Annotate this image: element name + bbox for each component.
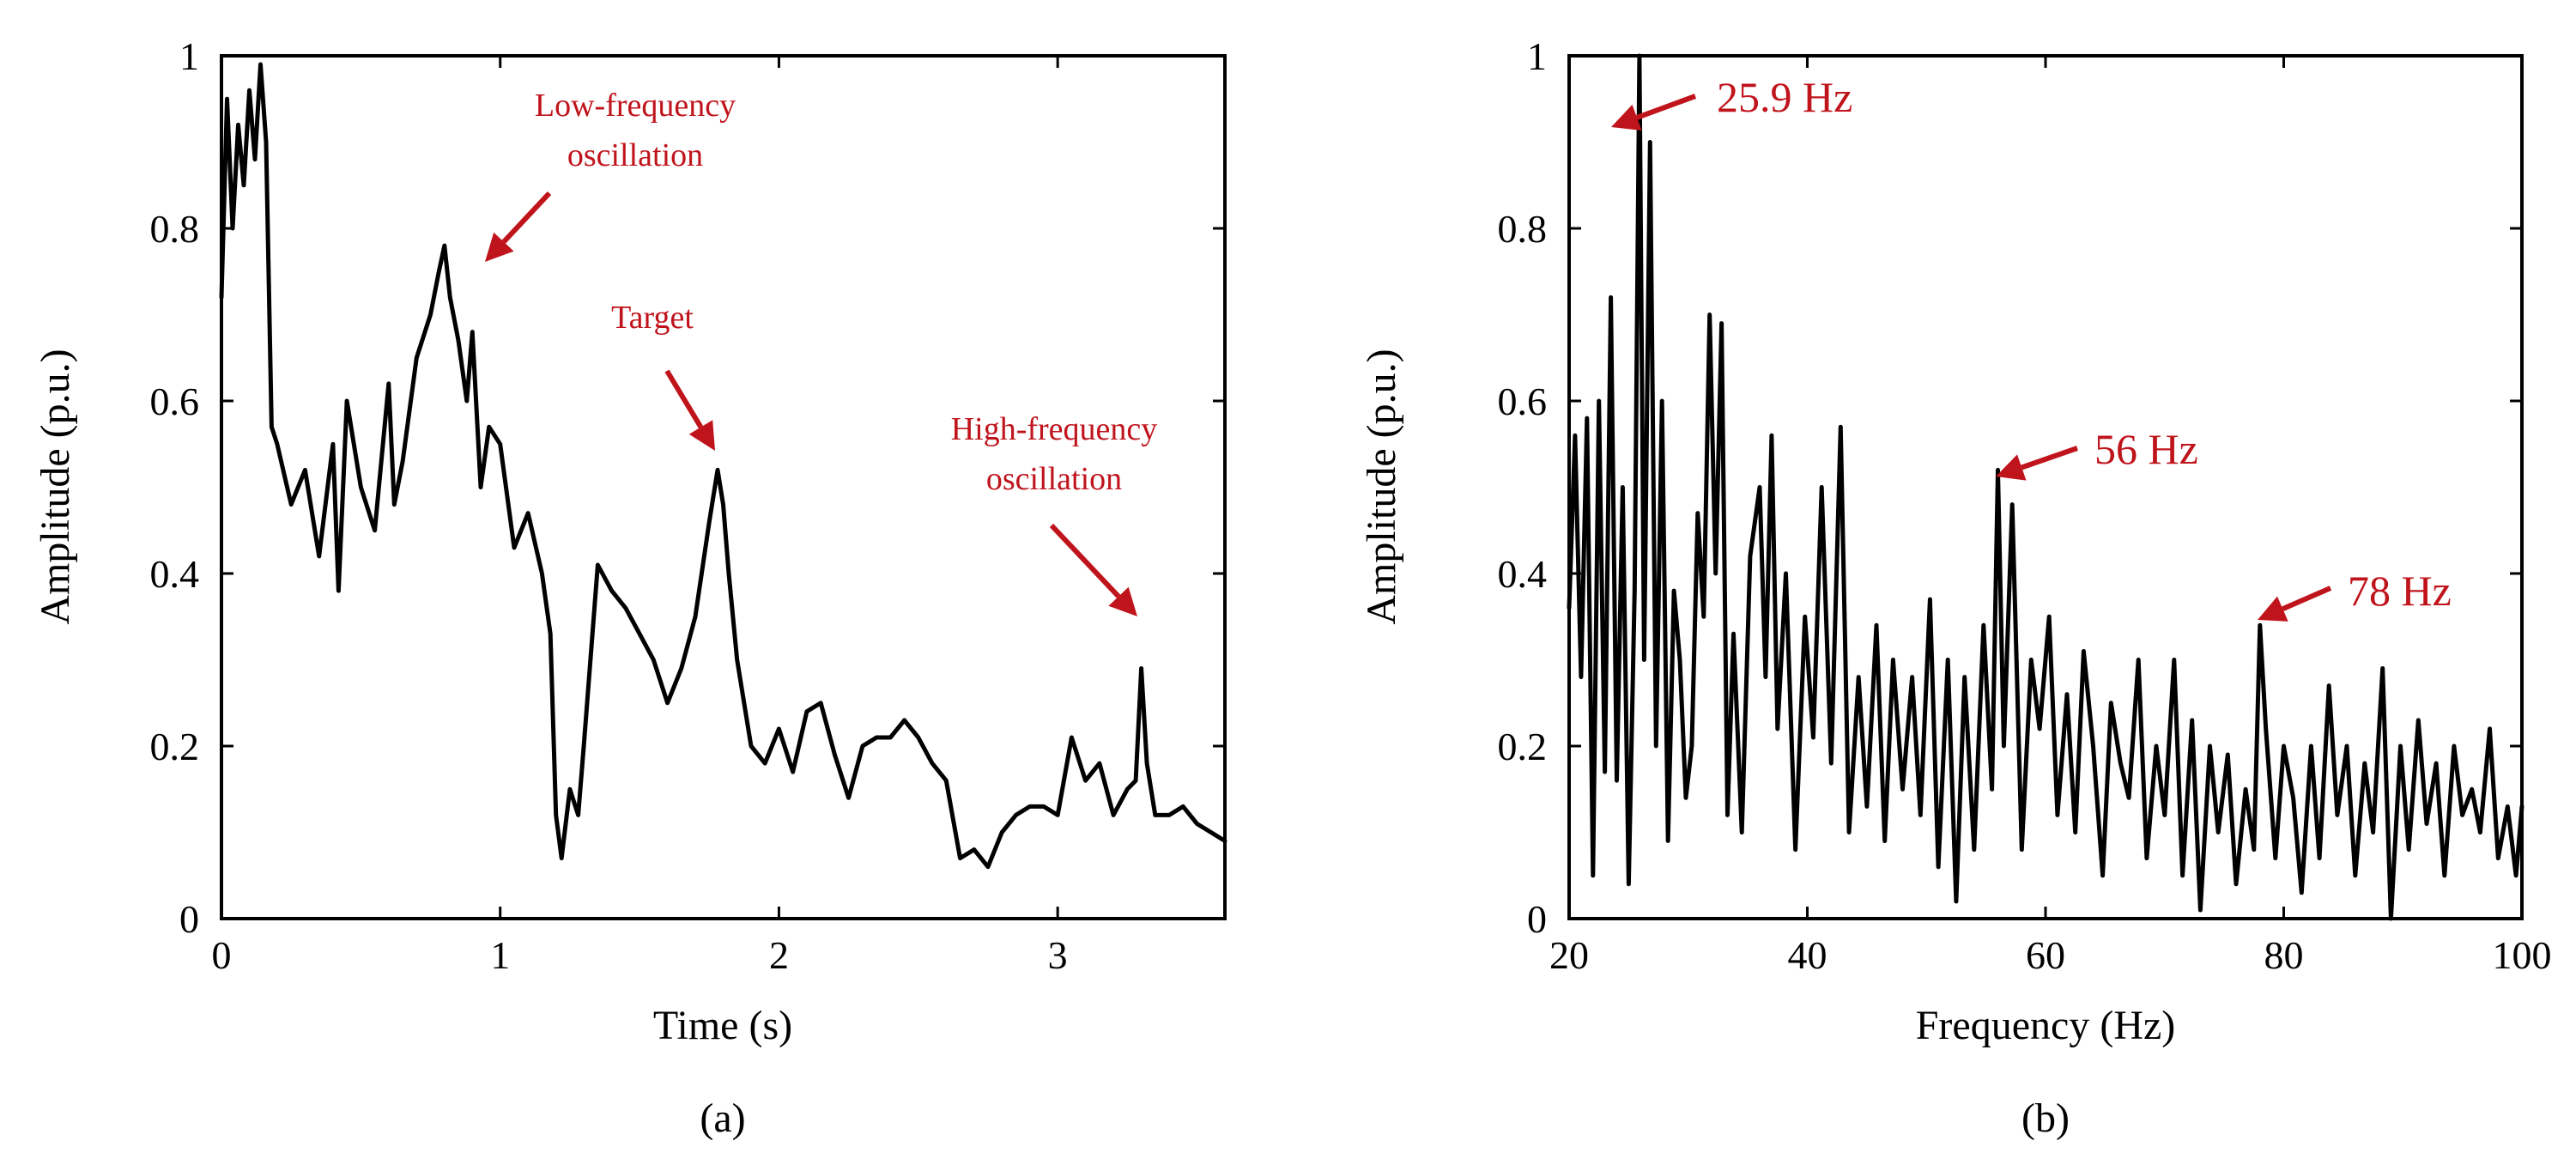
annotation-label-line2: oscillation [567,137,703,173]
panel-b: 20 40 60 80 100 0 0.2 0.4 0.6 0.8 1 25.9 Hz 56 Hz 78… [1359,34,2552,1141]
tick-labels-b: 20 40 60 80 100 0 0.2 0.4 0.6 0.8 1 [1498,34,2552,977]
y-tick-label: 0.8 [1498,207,1548,251]
annotation-arrow-head [485,232,514,262]
x-tick-label: 60 [2026,933,2065,977]
panel-label-b: (b) [2021,1095,2070,1141]
annotation-arrow-head [1996,454,2027,481]
annotation-arrow-shaft [2282,586,2332,611]
annotation-label: Target [611,300,694,336]
x-axis-title-b: Frequency (Hz) [1916,1003,2176,1048]
y-axis-title-a: Amplitude (p.u.) [33,349,78,624]
annotations-b: 25.9 Hz 56 Hz 78 Hz [1611,73,2452,622]
x-tick-label: 100 [2493,933,2552,977]
y-tick-label: 0 [179,897,199,941]
y-tick-label: 0.2 [150,725,200,768]
annotation-arrow-head [1108,586,1137,616]
annotation-label: Low-frequency [535,88,736,124]
annotation-label-line2: oscillation [986,461,1122,497]
annotation-arrow-shaft [2021,446,2078,470]
y-tick-label: 0.6 [150,379,200,423]
x-tick-label: 1 [490,933,510,977]
x-tick-label: 40 [1788,933,1827,977]
annotation-arrow-head [1611,104,1642,130]
y-tick-label: 0.4 [1498,552,1548,596]
x-tick-label: 80 [2264,933,2304,977]
series-line-b [1567,53,2524,921]
annotation-arrow-shaft [1049,523,1121,598]
x-tick-label: 3 [1048,933,1068,977]
x-axis-title-a: Time (s) [653,1003,792,1048]
y-tick-label: 1 [179,34,199,78]
annotation-arrow-shaft [1636,94,1697,120]
panel-a: 0 1 2 3 0 0.2 0.4 0.6 0.8 1 Low-frequency oscillat… [33,34,1227,1141]
y-tick-label: 1 [1527,34,1547,78]
annotation-label: High-frequency [951,411,1158,447]
x-tick-label: 0 [212,933,232,977]
series-line-a [219,62,1227,870]
y-tick-label: 0.2 [1498,725,1548,768]
y-tick-label: 0 [1527,897,1547,941]
y-tick-label: 0.8 [150,207,200,251]
panel-label-a: (a) [700,1095,745,1141]
y-tick-label: 0.4 [150,552,200,596]
x-tick-label: 20 [1549,933,1589,977]
plot-frame-a [220,54,1227,920]
annotation-label: 78 Hz [2348,567,2452,615]
annotations-a: Low-frequency oscillation Target High-frequ… [485,88,1157,616]
annotation-label: 25.9 Hz [1717,73,1852,121]
x-tick-label: 2 [769,933,789,977]
annotation-arrow-shaft [664,369,704,429]
annotation-arrow-shaft [501,191,552,244]
tick-labels-a: 0 1 2 3 0 0.2 0.4 0.6 0.8 1 [150,34,1068,977]
y-axis-title-b: Amplitude (p.u.) [1359,349,1404,624]
y-tick-label: 0.6 [1498,379,1548,423]
annotation-arrow-head [2258,596,2288,622]
annotation-label: 56 Hz [2094,425,2198,473]
annotation-arrow-head [688,420,715,451]
